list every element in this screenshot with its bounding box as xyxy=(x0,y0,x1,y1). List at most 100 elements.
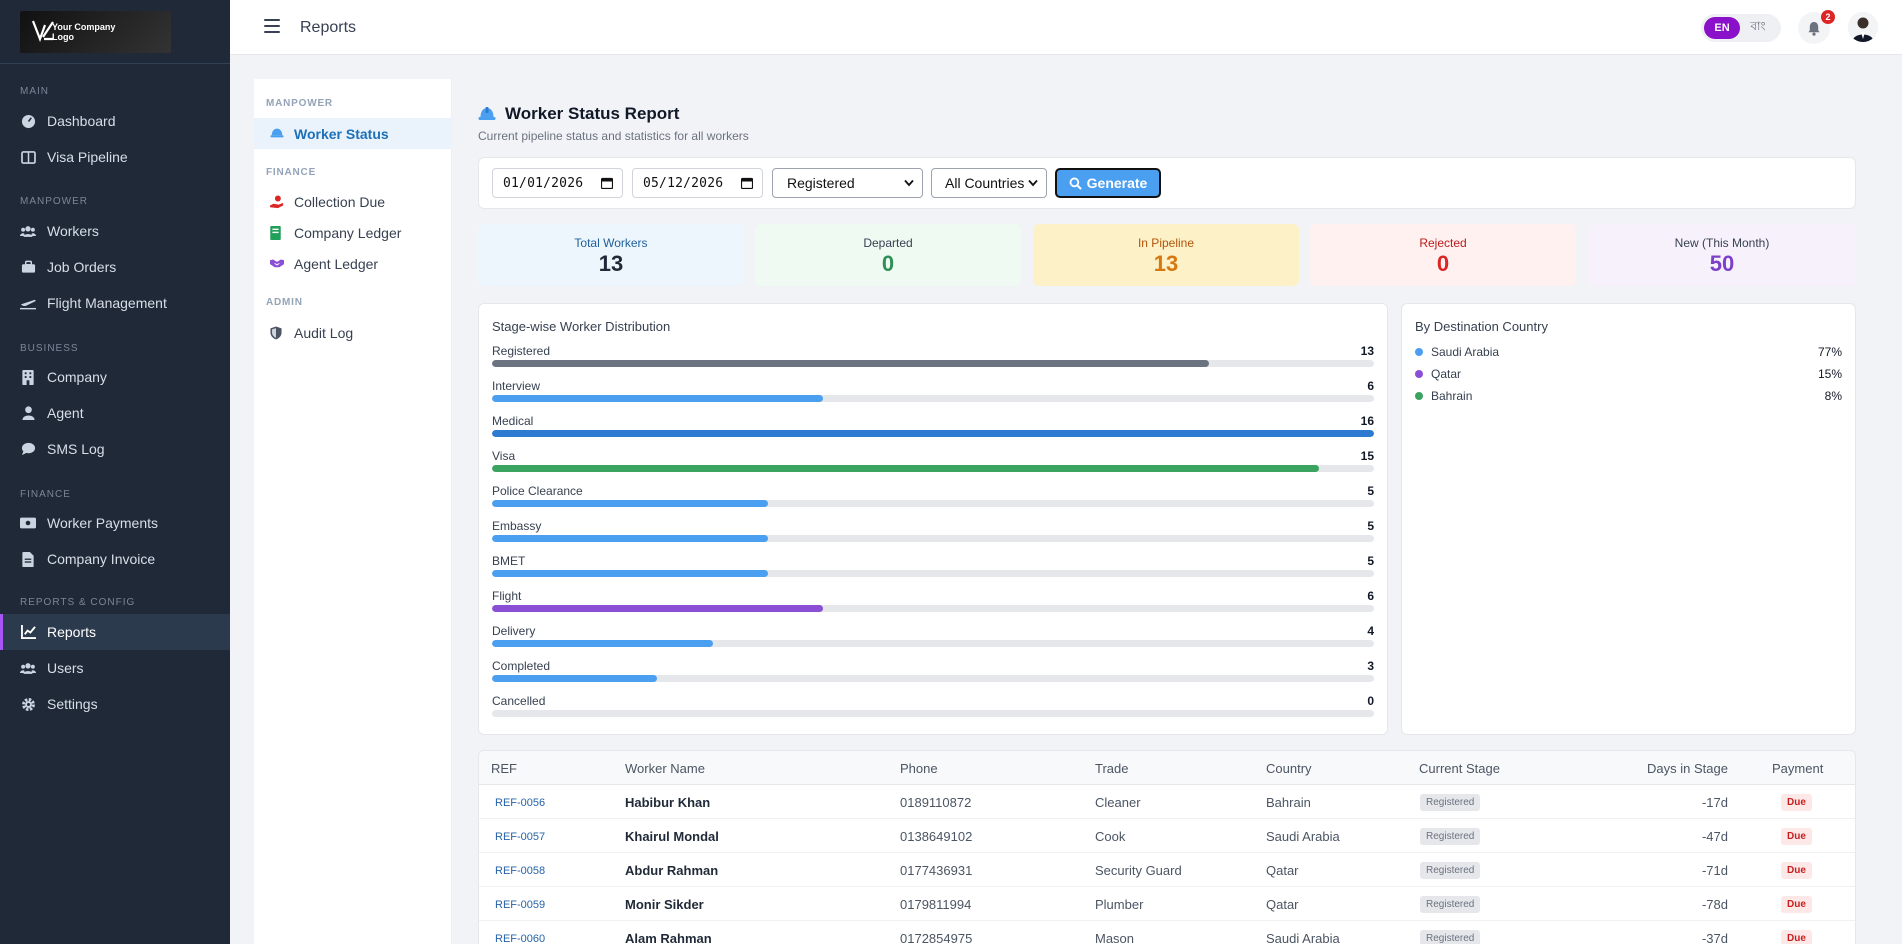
sidebar-item-job-orders[interactable]: Job Orders xyxy=(0,249,230,285)
cell-days: -47d xyxy=(1701,829,1728,844)
date-to-input[interactable]: 05/12/2026 xyxy=(632,168,763,198)
submenu-item-collection-due[interactable]: Collection Due xyxy=(254,186,452,217)
country-label: Bahrain xyxy=(1431,389,1473,403)
col-header-ref[interactable]: REF xyxy=(491,761,517,776)
sidebar-item-label: Worker Payments xyxy=(47,515,158,531)
building-icon xyxy=(20,369,36,385)
country-label: Saudi Arabia xyxy=(1431,345,1500,359)
col-header-phone[interactable]: Phone xyxy=(900,761,938,776)
sidebar-item-label: Agent xyxy=(47,405,84,421)
sidebar-item-company[interactable]: Company xyxy=(0,359,230,395)
sidebar: Your Company Logo MAIN Dashboard Visa Pi… xyxy=(0,0,230,944)
col-header-days-in-stage[interactable]: Days in Stage xyxy=(1647,761,1728,776)
col-header-current-stage[interactable]: Current Stage xyxy=(1419,761,1500,776)
cell-country: Bahrain xyxy=(1266,795,1311,810)
users-icon xyxy=(20,660,36,676)
country-row: Bahrain 8% xyxy=(1415,389,1842,403)
stage-bar-track xyxy=(492,360,1374,367)
stage-badge: Registered xyxy=(1420,930,1481,944)
country-select[interactable]: All Countries xyxy=(931,168,1047,198)
stat-label: Departed xyxy=(863,236,913,250)
cell-name: Habibur Khan xyxy=(625,795,711,810)
stage-bar-track xyxy=(492,430,1374,437)
table-row[interactable]: REF-0059 Monir Sikder 0179811994 Plumber Qat… xyxy=(479,887,1855,921)
sidebar-item-reports[interactable]: Reports xyxy=(0,614,230,650)
col-header-country[interactable]: Country xyxy=(1266,761,1312,776)
sidebar-item-sms-log[interactable]: SMS Log xyxy=(0,431,230,467)
stage-count: 5 xyxy=(1367,484,1374,498)
stage-badge: Registered xyxy=(1420,862,1481,879)
logo-text: Your Company Logo xyxy=(52,22,116,42)
sidebar-item-workers[interactable]: Workers xyxy=(0,213,230,249)
sidebar-item-flight-management[interactable]: Flight Management xyxy=(0,285,230,321)
sidebar-item-label: Dashboard xyxy=(47,113,116,129)
avatar[interactable] xyxy=(1848,12,1878,42)
cell-ref[interactable]: REF-0059 xyxy=(495,899,546,911)
stat-card-total-workers: Total Workers 13 xyxy=(478,224,744,286)
sidebar-item-company-invoice[interactable]: Company Invoice xyxy=(0,541,230,577)
cell-ref[interactable]: REF-0056 xyxy=(495,797,546,809)
company-logo[interactable]: Your Company Logo xyxy=(20,11,171,53)
stage-count: 4 xyxy=(1367,624,1374,638)
stage-select[interactable]: Registered xyxy=(772,168,923,198)
col-header-trade[interactable]: Trade xyxy=(1095,761,1129,776)
submenu-item-label: Collection Due xyxy=(294,193,386,210)
cell-phone: 0138649102 xyxy=(900,829,973,844)
stage-bar-track xyxy=(492,500,1374,507)
submenu-item-worker-status[interactable]: Worker Status xyxy=(254,118,452,149)
table-row[interactable]: REF-0056 Habibur Khan 0189110872 Cleaner Bah… xyxy=(479,785,1855,819)
cell-trade: Cleaner xyxy=(1095,795,1141,810)
report-title: Worker Status Report xyxy=(505,104,680,123)
lang-bn-button[interactable]: বাং xyxy=(1750,19,1766,33)
bell-icon xyxy=(1808,21,1820,36)
sidebar-item-visa-pipeline[interactable]: Visa Pipeline xyxy=(0,139,230,175)
ledger-book-icon xyxy=(270,225,284,240)
stat-card-new-this-month: New (This Month) 50 xyxy=(1588,224,1856,286)
sidebar-item-dashboard[interactable]: Dashboard xyxy=(0,103,230,139)
stage-bar-track xyxy=(492,535,1374,542)
reports-submenu: MANPOWER Worker Status FINANCE Collectio… xyxy=(254,79,452,944)
col-header-worker-name[interactable]: Worker Name xyxy=(625,761,705,776)
sidebar-item-label: Company xyxy=(47,369,107,385)
table-row[interactable]: REF-0057 Khairul Mondal 0138649102 Cook Saud… xyxy=(479,819,1855,853)
generate-button[interactable]: Generate xyxy=(1055,168,1161,198)
stage-bar-fill xyxy=(492,605,823,612)
table-row[interactable]: REF-0060 Alam Rahman 0172854975 Mason Saudi … xyxy=(479,921,1855,944)
sidebar-item-settings[interactable]: Settings xyxy=(0,686,230,722)
stage-bar-fill xyxy=(492,675,658,682)
user-icon xyxy=(20,405,36,421)
payment-badge: Due xyxy=(1781,930,1812,944)
sidebar-item-label: Reports xyxy=(47,624,97,640)
card-title: Stage-wise Worker Distribution xyxy=(492,319,671,334)
chevron-down-icon xyxy=(1028,179,1038,187)
stage-count: 15 xyxy=(1360,449,1374,463)
cell-country: Qatar xyxy=(1266,897,1299,912)
cell-trade: Plumber xyxy=(1095,897,1144,912)
date-from-value: 01/01/2026 xyxy=(503,175,584,191)
cell-name: Khairul Mondal xyxy=(625,829,719,844)
lang-en-button[interactable]: EN xyxy=(1704,17,1740,39)
date-to-value: 05/12/2026 xyxy=(643,175,724,191)
cell-ref[interactable]: REF-0058 xyxy=(495,865,546,877)
users-icon xyxy=(20,223,36,239)
nav-section-main: MAIN xyxy=(20,86,49,97)
shield-icon xyxy=(270,326,284,340)
table-row[interactable]: REF-0058 Abdur Rahman 0177436931 Security G… xyxy=(479,853,1855,887)
submenu-item-company-ledger[interactable]: Company Ledger xyxy=(254,217,452,248)
sidebar-item-users[interactable]: Users xyxy=(0,650,230,686)
submenu-item-agent-ledger[interactable]: Agent Ledger xyxy=(254,248,452,279)
stat-label: New (This Month) xyxy=(1674,236,1770,250)
sidebar-item-worker-payments[interactable]: Worker Payments xyxy=(0,505,230,541)
country-select-value: All Countries xyxy=(945,175,1025,191)
submenu-item-audit-log[interactable]: Audit Log xyxy=(254,317,452,348)
sidebar-item-agent[interactable]: Agent xyxy=(0,395,230,431)
stage-badge: Registered xyxy=(1420,896,1481,913)
stage-bar-track xyxy=(492,710,1374,717)
date-from-input[interactable]: 01/01/2026 xyxy=(492,168,623,198)
submenu-item-label: Worker Status xyxy=(294,125,389,142)
col-header-payment[interactable]: Payment xyxy=(1772,761,1824,776)
cell-ref[interactable]: REF-0060 xyxy=(495,933,546,944)
stat-card-departed: Departed 0 xyxy=(755,224,1021,286)
cell-ref[interactable]: REF-0057 xyxy=(495,831,546,843)
menu-toggle-icon[interactable] xyxy=(264,19,280,33)
